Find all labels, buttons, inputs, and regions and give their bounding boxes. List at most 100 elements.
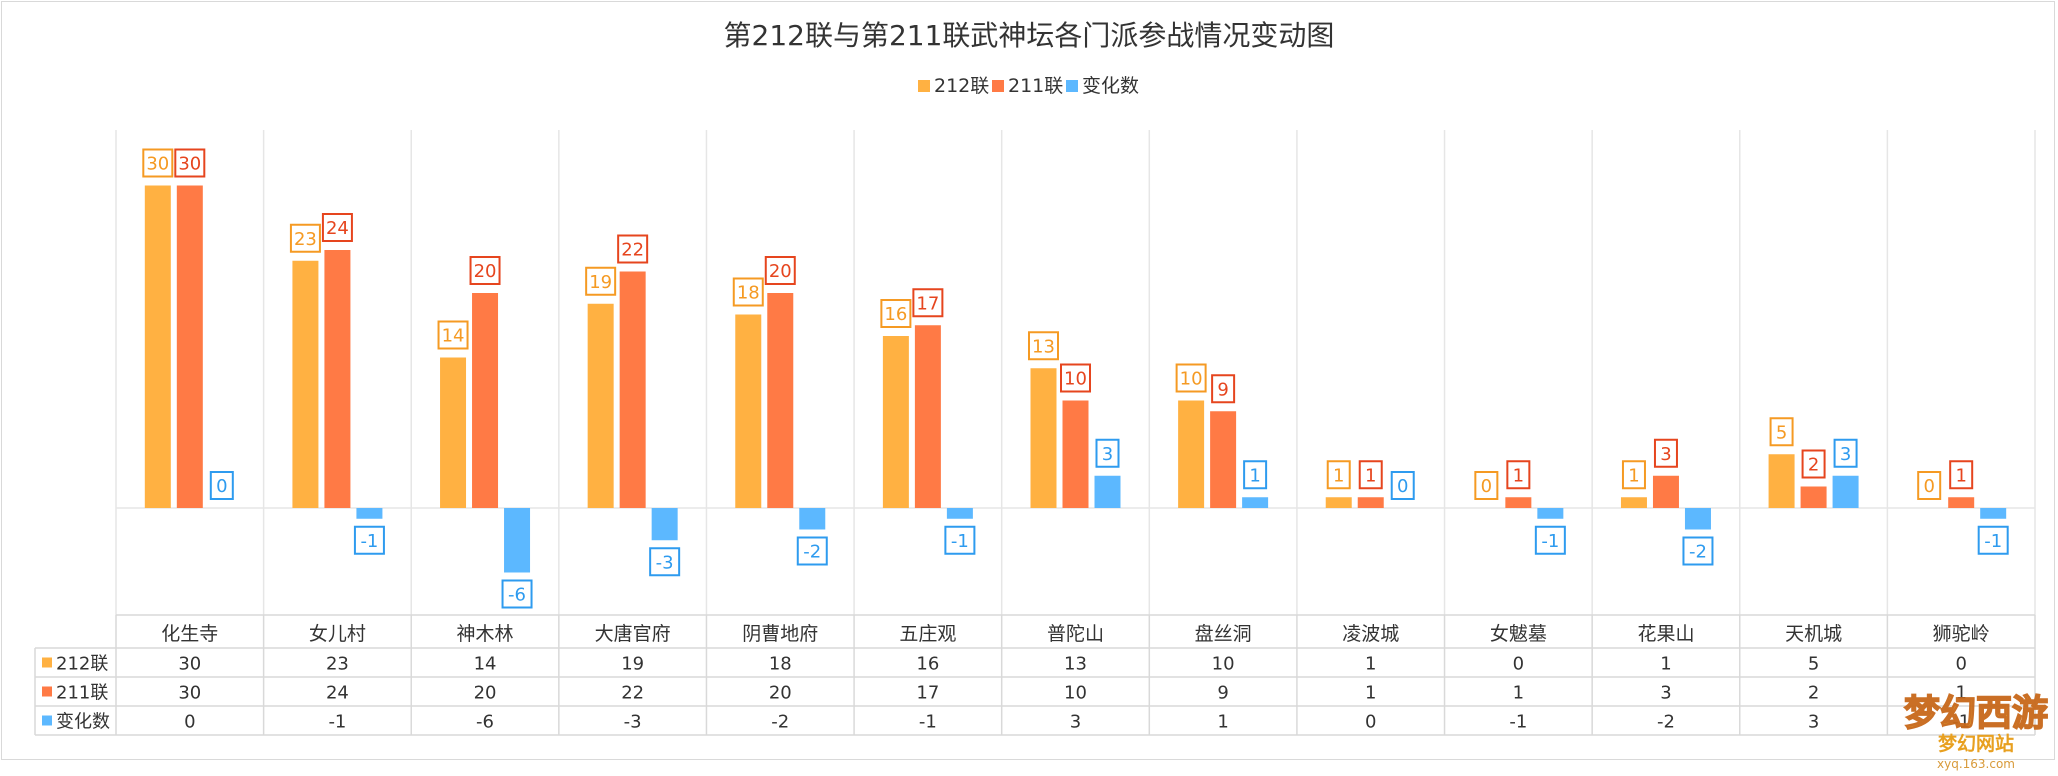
table-cell: 22 — [621, 683, 644, 704]
bar-0-2 — [440, 357, 467, 508]
table-series-swatch — [42, 686, 52, 697]
data-label: -1 — [1984, 531, 2002, 552]
data-label-box — [1949, 460, 1974, 490]
data-label-box — [1095, 438, 1120, 468]
data-label-box — [437, 320, 469, 350]
bar-2-1 — [356, 508, 383, 519]
data-label-box — [501, 579, 533, 609]
data-label-box — [1326, 460, 1351, 490]
data-label: 22 — [621, 240, 644, 261]
bar-2-7 — [1242, 497, 1269, 508]
data-label: 9 — [1217, 379, 1228, 400]
data-label-box — [174, 148, 206, 178]
table-cell: 19 — [621, 654, 644, 675]
table-cell: 9 — [1217, 683, 1228, 704]
data-label: -6 — [508, 585, 526, 606]
bar-0-3 — [587, 303, 614, 508]
data-label-box — [142, 148, 174, 178]
data-label-box — [1769, 417, 1794, 447]
table-cell: 0 — [1365, 712, 1376, 733]
data-label: -3 — [656, 552, 674, 573]
bar-2-2 — [504, 508, 531, 573]
table-cell: -1 — [328, 712, 346, 733]
data-label-box — [1175, 363, 1207, 393]
table-cell: 16 — [916, 654, 939, 675]
data-label-box — [1682, 536, 1714, 566]
table-cell: 3 — [1660, 683, 1671, 704]
x-tick-label: 神木林 — [457, 623, 514, 645]
bar-1-11 — [1800, 486, 1827, 508]
table-cell: 14 — [474, 654, 497, 675]
data-label-box — [649, 547, 681, 577]
bar-1-1 — [324, 250, 351, 508]
data-label: -1 — [360, 531, 378, 552]
data-labels: 30 3002324-11420-61922-31820-21617-113103… — [142, 148, 2009, 609]
bar-2-9 — [1537, 508, 1564, 519]
data-label-box — [732, 277, 764, 307]
legend-swatch-0 — [918, 80, 930, 92]
data-label-box — [289, 223, 321, 253]
data-label-box — [796, 536, 828, 566]
bar-1-10 — [1652, 475, 1679, 508]
bar-1-8 — [1357, 497, 1384, 508]
table-series-swatch — [42, 715, 52, 726]
data-label-box — [469, 256, 501, 285]
data-label: 1 — [1955, 465, 1966, 486]
bar-2-11 — [1832, 475, 1859, 508]
data-label: 18 — [737, 283, 760, 304]
table-cell: -6 — [476, 712, 494, 733]
x-tick-label: 普陀山 — [1047, 623, 1104, 645]
table-cell: 1 — [1365, 654, 1376, 675]
table-cell: 2 — [1808, 683, 1819, 704]
legend-label-1: 211联 — [1008, 75, 1063, 97]
legend: 212联 211联 变化数 — [918, 75, 1139, 97]
bar-0-11 — [1768, 454, 1795, 508]
table-cell: 10 — [1212, 654, 1235, 675]
table-cell: -2 — [771, 712, 789, 733]
table-cell: 1 — [1955, 683, 1966, 704]
table-cell: 17 — [916, 683, 939, 704]
x-tick-label: 大唐官府 — [595, 623, 671, 645]
data-label: 30 — [146, 154, 169, 175]
data-label: 2 — [1808, 455, 1819, 476]
data-label: 3 — [1840, 444, 1851, 465]
table-cell: 20 — [769, 683, 792, 704]
data-label-box — [880, 299, 912, 328]
x-tick-label: 天机城 — [1785, 623, 1842, 645]
bar-1-9 — [1505, 497, 1532, 508]
data-label-box — [1243, 460, 1268, 490]
data-table: 化生寺 女儿村 神木林 大唐官府 阴曹地府 五庄观 普陀山 盘丝洞 凌波城 女魃墓 花果山 天机城 狮驼… — [34, 614, 2036, 736]
table-cell: 3 — [1070, 712, 1081, 733]
data-label: 14 — [442, 326, 465, 347]
x-tick-label: 阴曹地府 — [742, 623, 818, 645]
bar-2-3 — [651, 508, 678, 541]
data-label: 3 — [1660, 444, 1671, 465]
data-label: 20 — [474, 261, 497, 282]
table-cell: 0 — [184, 712, 195, 733]
data-label: 1 — [1249, 465, 1260, 486]
table-cell: 10 — [1064, 683, 1087, 704]
data-label: 3 — [1102, 444, 1113, 465]
data-label: 20 — [769, 261, 792, 282]
watermark-url: xyq.163.com — [1937, 757, 2015, 771]
table-series-name: 212联 — [56, 654, 108, 675]
data-label-box — [353, 525, 385, 555]
data-label-box — [1474, 471, 1499, 500]
data-label: 1 — [1333, 465, 1344, 486]
table-cell: 13 — [1064, 654, 1087, 675]
data-label-box — [1028, 331, 1059, 361]
table-cell: 30 — [178, 654, 201, 675]
data-label: 5 — [1776, 422, 1787, 443]
bar-1-3 — [619, 271, 646, 508]
data-label-box — [1833, 438, 1858, 468]
table-cell: 3 — [1808, 712, 1819, 733]
x-tick-label: 女儿村 — [309, 623, 366, 645]
bar-0-6 — [1030, 368, 1057, 508]
data-label-box — [617, 234, 649, 264]
bar-1-7 — [1210, 411, 1237, 508]
data-label: 0 — [1923, 476, 1934, 497]
data-label: 17 — [916, 293, 939, 314]
data-label: 0 — [1481, 476, 1492, 497]
data-label: 16 — [884, 304, 907, 325]
